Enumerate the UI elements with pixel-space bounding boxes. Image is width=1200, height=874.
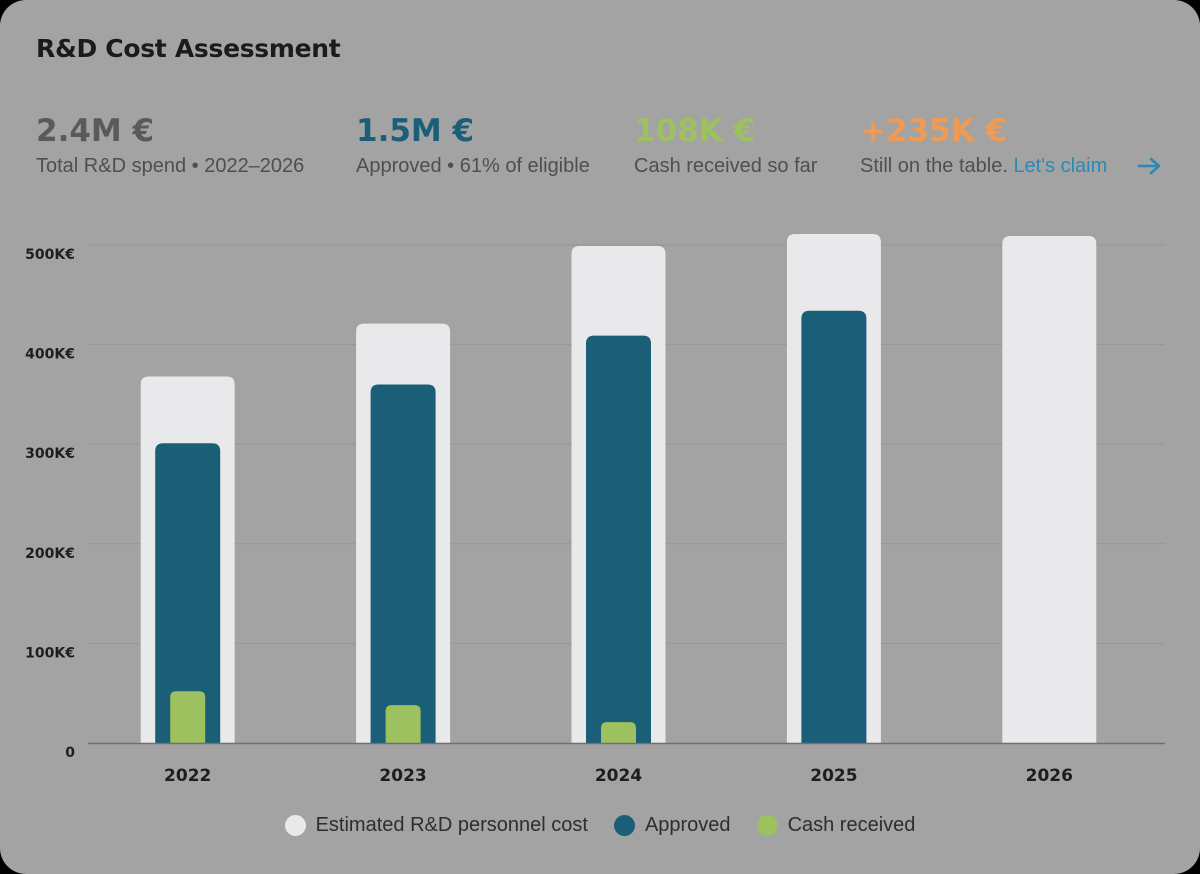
y-tick-label: 500K€ — [25, 247, 75, 263]
arrow-right-icon[interactable] — [1137, 156, 1163, 176]
bar-chart: 0 100K€ 200K€ 300K€ 400K€ 500K€ 2022 2023 2024 20… — [25, 234, 1165, 786]
stat-label: Approved • 61% of eligible — [356, 155, 590, 177]
x-tick-label: 2025 — [810, 766, 857, 786]
stat-value: 108K € — [634, 113, 756, 149]
bar-cash — [601, 722, 636, 743]
legend-label: Estimated R&D personnel cost — [315, 814, 588, 836]
card-title: R&D Cost Assessment — [36, 34, 341, 63]
stat-approved: 1.5M € Approved • 61% of eligible — [356, 112, 590, 178]
legend-label: Cash received — [787, 814, 916, 836]
y-tick-label: 200K€ — [25, 546, 75, 562]
y-tick-label: 300K€ — [25, 446, 75, 462]
y-tick-label: 100K€ — [25, 645, 75, 661]
stat-label: Total R&D spend • 2022–2026 — [36, 155, 305, 177]
bar-approved — [586, 335, 651, 743]
y-tick-label: 0 — [65, 745, 75, 761]
x-tick-label: 2024 — [595, 766, 642, 786]
x-tick-label: 2023 — [379, 766, 426, 786]
bar-estimated — [1002, 236, 1097, 743]
x-tick-label: 2022 — [164, 766, 211, 786]
bar-cash — [385, 705, 421, 743]
stat-label-row: Still on the table. Let's claim — [860, 154, 1107, 178]
stat-total-spend: 2.4M € Total R&D spend • 2022–2026 — [36, 112, 304, 178]
stat-label: Still on the table. — [860, 155, 1008, 177]
legend-swatch — [284, 815, 306, 836]
y-tick-label: 400K€ — [25, 347, 75, 363]
bar-approved — [801, 310, 867, 743]
stat-still-on-table: +235K € Still on the table. Let's claim — [860, 112, 1161, 178]
stat-value: 1.5M € — [356, 113, 475, 149]
legend-item-approved: Approved — [613, 814, 731, 837]
bar-cash — [170, 691, 206, 743]
stat-value: +235K € — [860, 113, 1008, 149]
stat-value: 2.4M € — [36, 113, 155, 149]
bar-approved — [370, 384, 436, 743]
stat-cash-received: 108K € Cash received so far — [634, 112, 817, 178]
legend-swatch — [756, 815, 778, 836]
bar-approved — [155, 443, 221, 743]
legend-label: Approved — [644, 814, 731, 836]
chart-legend: Estimated R&D personnel cost Approved Ca… — [0, 814, 1200, 837]
legend-swatch — [613, 815, 635, 836]
lets-claim-link[interactable]: Let's claim — [1013, 155, 1108, 177]
legend-item-estimated: Estimated R&D personnel cost — [284, 814, 588, 837]
legend-item-cash: Cash received — [756, 814, 916, 837]
x-tick-label: 2026 — [1026, 766, 1073, 786]
stat-label: Cash received so far — [634, 155, 818, 177]
